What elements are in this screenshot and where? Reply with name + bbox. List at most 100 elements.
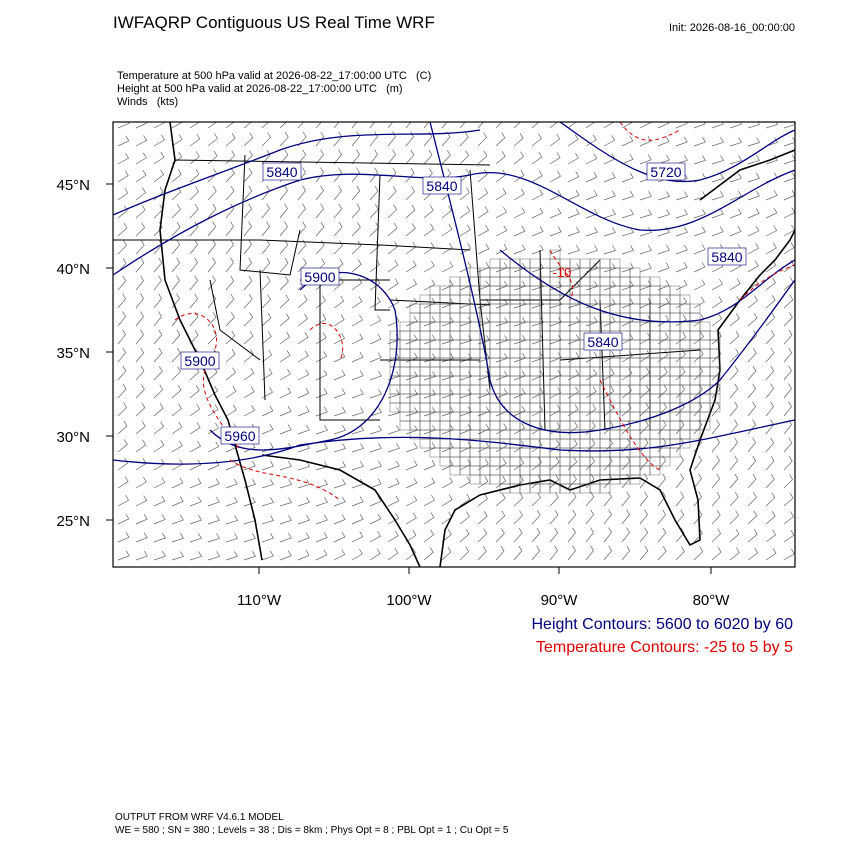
county: [569, 267, 581, 278]
wind-barb: [189, 459, 202, 471]
county: [449, 366, 461, 377]
height-label: 5720: [650, 164, 681, 180]
wind-barb: [603, 298, 616, 309]
wind-barb: [405, 460, 418, 471]
county: [509, 474, 521, 485]
county: [619, 375, 631, 386]
wind-barb: [171, 366, 182, 381]
wind-barb: [495, 244, 508, 255]
wind-barb: [621, 280, 634, 291]
wind-barb: [531, 151, 543, 165]
wind-barb: [747, 383, 757, 399]
wind-barb: [477, 476, 489, 489]
wind-barb: [495, 132, 506, 147]
county: [489, 366, 501, 377]
wind-barb: [765, 295, 776, 309]
wind-barb: [189, 496, 202, 507]
county: [509, 357, 521, 368]
wind-barb: [387, 478, 400, 489]
wind-barb: [747, 312, 758, 327]
county: [579, 402, 591, 413]
lat-label: 40°N: [56, 261, 90, 278]
wind-barb: [243, 460, 256, 471]
wind-barb: [531, 527, 541, 543]
wind-barb: [783, 347, 793, 363]
county: [629, 375, 641, 386]
wind-barb: [351, 370, 364, 381]
county: [589, 483, 601, 494]
wind-barb: [657, 509, 667, 525]
county: [559, 411, 571, 422]
wind-barb: [639, 154, 652, 165]
wind-barb: [405, 260, 417, 273]
wind-barb: [387, 278, 399, 291]
county: [469, 339, 481, 350]
wind-barb: [765, 492, 776, 507]
wind-barb: [135, 365, 145, 381]
county: [679, 429, 691, 440]
title: IWFAQRP Contiguous US Real Time WRF: [113, 13, 435, 32]
county: [659, 312, 671, 323]
wind-barb: [135, 257, 145, 273]
county: [529, 321, 541, 332]
wind-barb: [549, 299, 563, 309]
county: [639, 357, 651, 368]
county: [649, 330, 661, 341]
wind-barb: [621, 298, 634, 309]
wind-barb: [189, 168, 200, 183]
wind-barb: [567, 474, 577, 489]
county: [419, 312, 431, 323]
wind-barb: [477, 528, 488, 543]
wind-barb: [693, 136, 706, 147]
wind-barb: [513, 370, 526, 381]
wind-barb: [333, 185, 343, 201]
wind-barb: [603, 281, 616, 291]
wind-barb: [549, 369, 562, 381]
county: [699, 357, 711, 368]
county: [519, 429, 531, 440]
wind-barb: [729, 455, 739, 471]
wind-barb: [675, 136, 688, 147]
county: [609, 393, 621, 404]
wind-barb: [153, 275, 162, 291]
wind-barb: [117, 222, 128, 237]
wind-barb: [621, 545, 631, 561]
county: [669, 321, 681, 332]
county: [489, 330, 501, 341]
contour-label-box: [646, 162, 686, 181]
coastline: [159, 122, 795, 567]
county: [539, 438, 551, 449]
wind-barb: [405, 530, 417, 543]
wind-barb: [333, 203, 343, 219]
wind-barb: [765, 242, 777, 255]
county: [429, 330, 441, 341]
wind-barb: [513, 423, 525, 435]
county: [579, 393, 591, 404]
wind-barb: [693, 419, 703, 435]
wind-barb: [657, 349, 669, 363]
wind-barb: [603, 473, 613, 489]
wind-barb: [567, 245, 580, 255]
county: [529, 411, 541, 422]
county: [599, 483, 611, 494]
wind-barb: [243, 185, 253, 201]
county: [449, 276, 461, 287]
wind-barb: [261, 533, 274, 543]
wind-barb: [405, 223, 416, 237]
wind-barb: [513, 281, 526, 291]
county: [579, 312, 591, 323]
county: [519, 348, 531, 359]
wind-barb: [657, 154, 670, 165]
wind-barb: [567, 226, 580, 237]
wind-barb: [243, 132, 254, 147]
county: [509, 366, 521, 377]
county: [639, 465, 651, 476]
wind-barb: [747, 473, 757, 489]
wind-barb: [693, 349, 704, 363]
wind-barb: [297, 332, 309, 345]
wind-barb: [243, 257, 253, 273]
county: [519, 411, 531, 422]
county: [619, 465, 631, 476]
contour-label-box: [422, 176, 462, 195]
wind-barb: [135, 204, 146, 219]
